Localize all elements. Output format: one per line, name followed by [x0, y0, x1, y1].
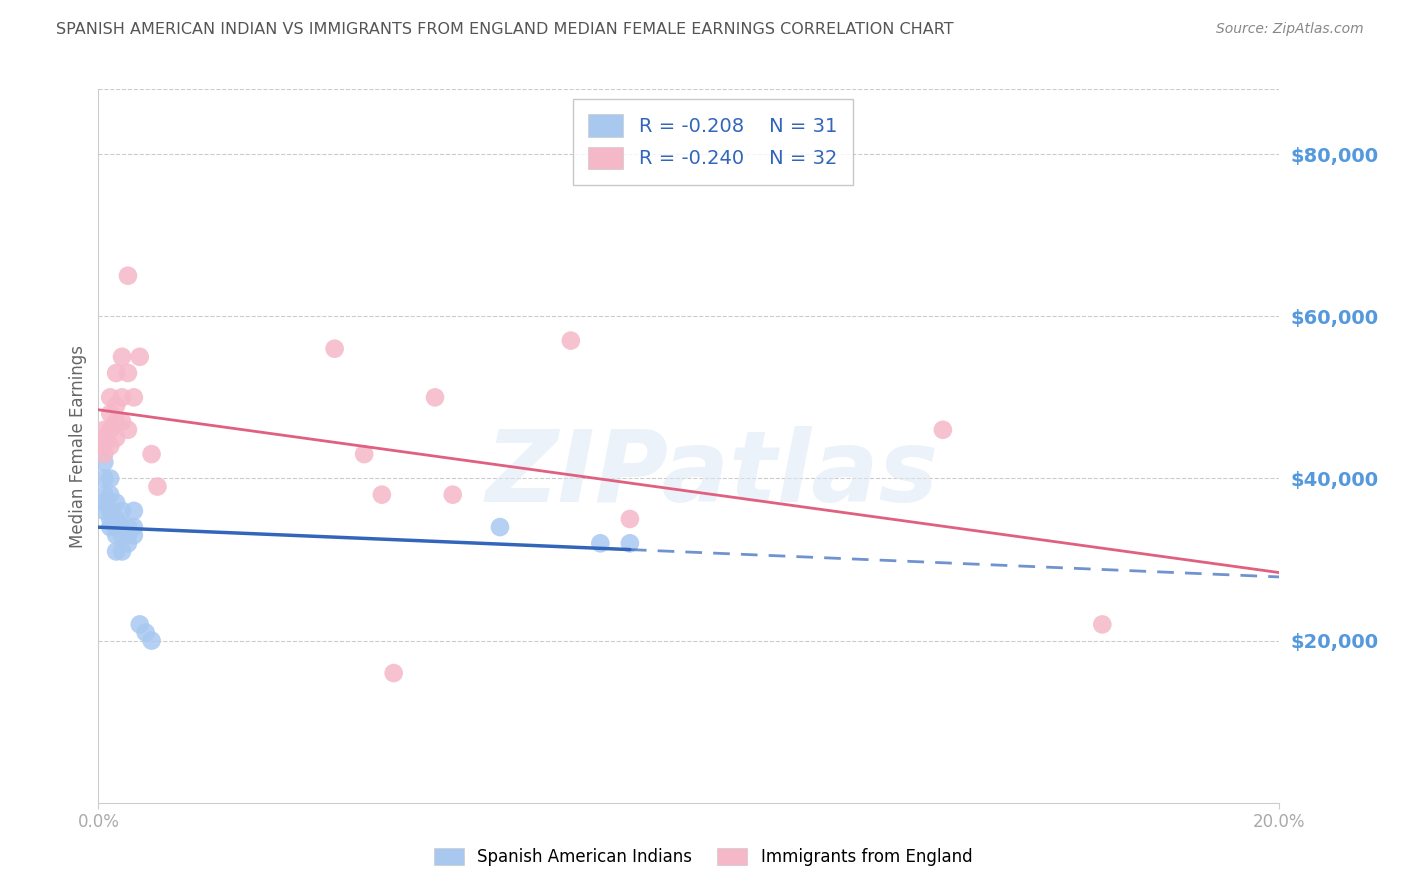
Point — [382, 666, 405, 681]
Point — [423, 390, 446, 404]
Point — [560, 334, 582, 348]
Point — [105, 520, 128, 534]
Point — [98, 407, 121, 421]
Point — [93, 471, 115, 485]
Point — [98, 471, 121, 485]
Point — [93, 504, 115, 518]
Point — [122, 520, 145, 534]
Point — [98, 439, 121, 453]
Point — [111, 520, 134, 534]
Point — [93, 439, 115, 453]
Point — [105, 415, 128, 429]
Point — [619, 512, 641, 526]
Point — [111, 528, 134, 542]
Point — [98, 512, 121, 526]
Point — [489, 520, 512, 534]
Point — [98, 423, 121, 437]
Point — [93, 423, 115, 437]
Legend: Spanish American Indians, Immigrants from England: Spanish American Indians, Immigrants fro… — [426, 840, 980, 875]
Point — [128, 617, 150, 632]
Point — [146, 479, 169, 493]
Point — [122, 504, 145, 518]
Point — [105, 528, 128, 542]
Point — [117, 423, 139, 437]
Point — [93, 488, 115, 502]
Point — [932, 423, 955, 437]
Point — [323, 342, 346, 356]
Point — [98, 488, 121, 502]
Point — [105, 366, 128, 380]
Point — [117, 268, 139, 283]
Point — [93, 447, 115, 461]
Point — [128, 350, 150, 364]
Legend: R = -0.208    N = 31, R = -0.240    N = 32: R = -0.208 N = 31, R = -0.240 N = 32 — [572, 99, 852, 185]
Point — [117, 366, 139, 380]
Point — [117, 520, 139, 534]
Point — [111, 350, 134, 364]
Point — [589, 536, 612, 550]
Point — [111, 504, 134, 518]
Point — [117, 536, 139, 550]
Point — [93, 455, 115, 469]
Point — [105, 512, 128, 526]
Point — [122, 528, 145, 542]
Text: SPANISH AMERICAN INDIAN VS IMMIGRANTS FROM ENGLAND MEDIAN FEMALE EARNINGS CORREL: SPANISH AMERICAN INDIAN VS IMMIGRANTS FR… — [56, 22, 953, 37]
Point — [111, 415, 134, 429]
Point — [111, 390, 134, 404]
Point — [135, 625, 157, 640]
Point — [441, 488, 464, 502]
Point — [105, 399, 128, 413]
Point — [98, 520, 121, 534]
Point — [122, 390, 145, 404]
Point — [111, 544, 134, 558]
Point — [93, 431, 115, 445]
Point — [141, 447, 163, 461]
Point — [105, 496, 128, 510]
Point — [93, 496, 115, 510]
Point — [105, 544, 128, 558]
Point — [98, 504, 121, 518]
Y-axis label: Median Female Earnings: Median Female Earnings — [69, 344, 87, 548]
Point — [105, 431, 128, 445]
Text: Source: ZipAtlas.com: Source: ZipAtlas.com — [1216, 22, 1364, 37]
Point — [1091, 617, 1114, 632]
Point — [371, 488, 394, 502]
Point — [619, 536, 641, 550]
Point — [353, 447, 375, 461]
Point — [117, 528, 139, 542]
Point — [98, 390, 121, 404]
Point — [141, 633, 163, 648]
Text: ZIPatlas: ZIPatlas — [486, 426, 939, 523]
